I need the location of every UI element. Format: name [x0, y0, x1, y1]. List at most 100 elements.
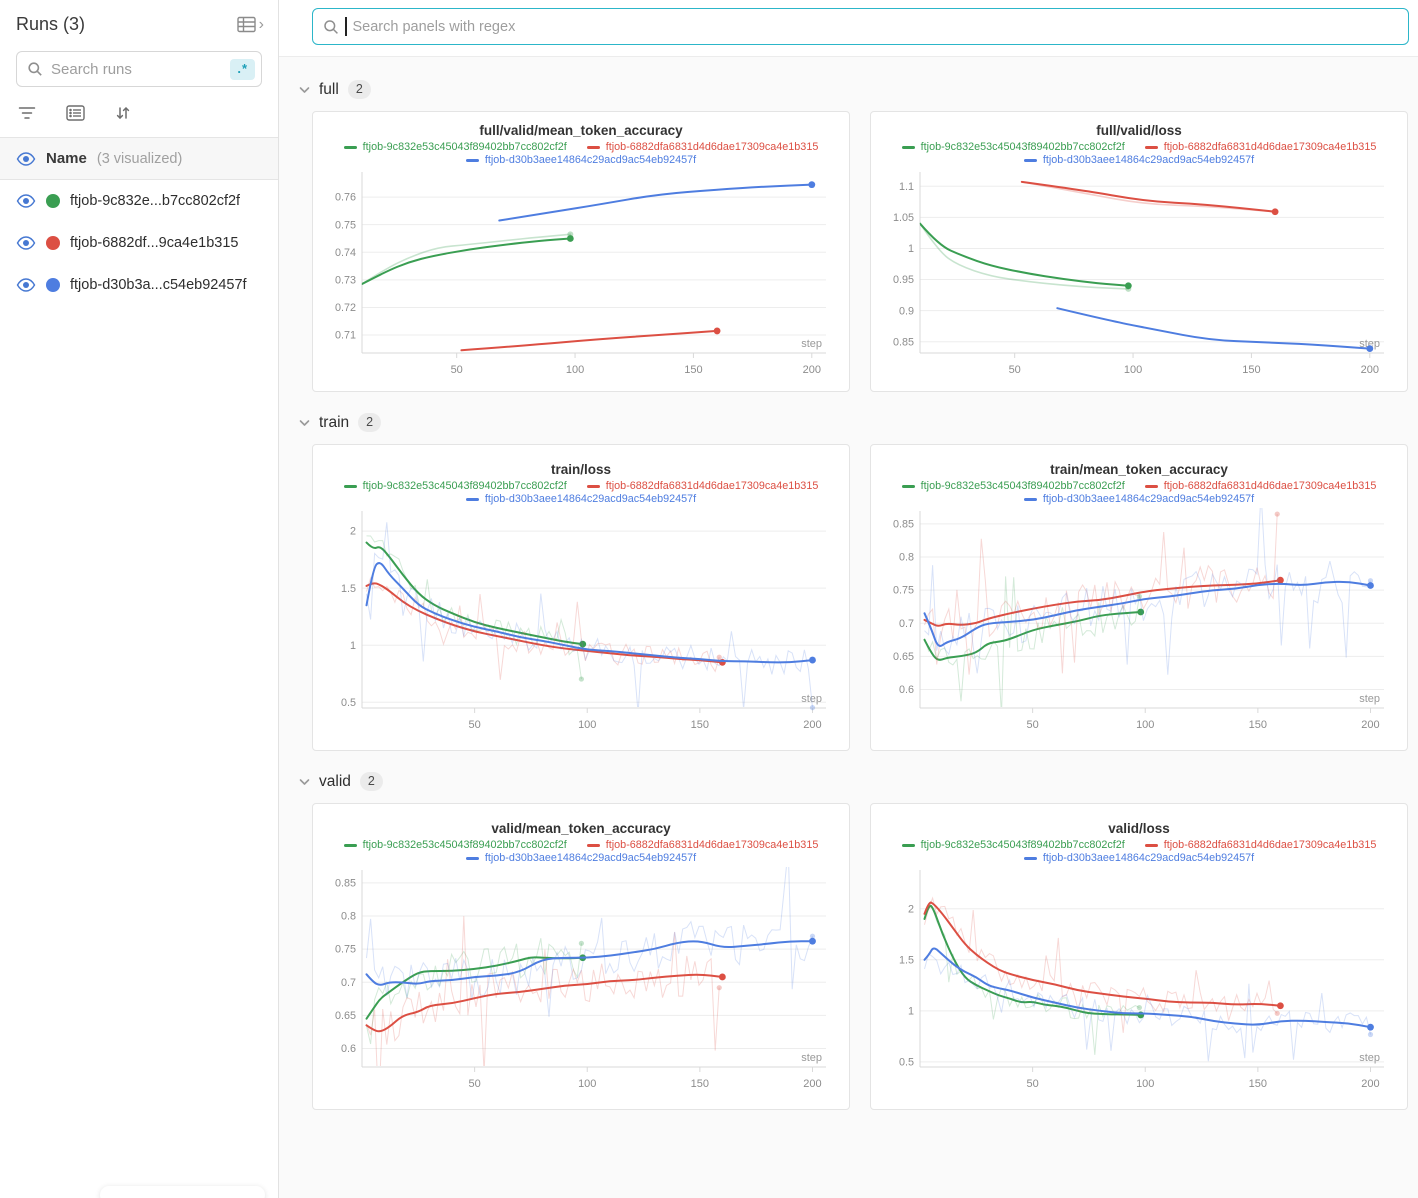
svg-text:200: 200: [1361, 719, 1379, 731]
chart-panel[interactable]: train/loss ftjob-9c832e53c45043f89402bb7…: [312, 444, 850, 751]
chevron-right-icon: ›: [259, 17, 264, 33]
legend-row: ftjob-9c832e53c45043f89402bb7cc802cf2f ft…: [344, 141, 819, 153]
svg-text:100: 100: [578, 1078, 596, 1090]
legend-line-swatch: [902, 485, 915, 488]
svg-text:0.5: 0.5: [899, 1056, 914, 1068]
svg-text:50: 50: [451, 364, 463, 376]
panel-row: train/loss ftjob-9c832e53c45043f89402bb7…: [312, 444, 1410, 751]
legend-item[interactable]: ftjob-9c832e53c45043f89402bb7cc802cf2f: [902, 141, 1125, 153]
legend-run-name: ftjob-9c832e53c45043f89402bb7cc802cf2f: [363, 839, 567, 851]
section-header[interactable]: valid 2: [299, 772, 1410, 791]
legend-line-swatch: [1024, 857, 1037, 860]
legend-item[interactable]: ftjob-6882dfa6831d4d6dae17309ca4e1b315: [587, 839, 819, 851]
name-column-label: Name: [46, 150, 87, 167]
svg-text:0.65: 0.65: [893, 651, 914, 663]
section-name: train: [319, 414, 349, 432]
svg-text:2: 2: [908, 903, 914, 915]
legend-run-name: ftjob-d30b3aee14864c29acd9ac54eb92457f: [1043, 852, 1254, 864]
legend-line-swatch: [466, 857, 479, 860]
legend-run-name: ftjob-9c832e53c45043f89402bb7cc802cf2f: [363, 141, 567, 153]
svg-text:1: 1: [908, 243, 914, 255]
sort-button[interactable]: [115, 105, 131, 121]
chart-legend: ftjob-9c832e53c45043f89402bb7cc802cf2fft…: [324, 839, 838, 864]
legend-item[interactable]: ftjob-9c832e53c45043f89402bb7cc802cf2f: [344, 141, 567, 153]
run-row[interactable]: ftjob-d30b3a...c54eb92457f: [0, 264, 278, 306]
visibility-all-toggle[interactable]: [16, 152, 36, 166]
expand-table-button[interactable]: ›: [237, 16, 264, 34]
legend-row: ftjob-9c832e53c45043f89402bb7cc802cf2f ft…: [344, 480, 819, 492]
search-icon: [27, 61, 43, 77]
legend-item[interactable]: ftjob-9c832e53c45043f89402bb7cc802cf2f: [902, 480, 1125, 492]
chart-panel[interactable]: full/valid/mean_token_accuracy ftjob-9c8…: [312, 111, 850, 392]
svg-text:100: 100: [1136, 719, 1154, 731]
run-row[interactable]: ftjob-9c832e...b7cc802cf2f: [0, 180, 278, 222]
chart-legend: ftjob-9c832e53c45043f89402bb7cc802cf2fft…: [882, 480, 1396, 505]
run-visibility-toggle[interactable]: [16, 194, 36, 208]
legend-line-swatch: [1024, 159, 1037, 162]
columns-button[interactable]: [66, 105, 85, 121]
text-cursor: [345, 17, 347, 36]
regex-toggle-button[interactable]: .*: [230, 59, 255, 80]
svg-text:150: 150: [691, 719, 709, 731]
legend-line-swatch: [466, 159, 479, 162]
chart-panel[interactable]: full/valid/loss ftjob-9c832e53c45043f894…: [870, 111, 1408, 392]
section-name: full: [319, 81, 339, 99]
run-name: ftjob-6882df...9ca4e1b315: [70, 235, 239, 251]
run-visibility-toggle[interactable]: [16, 278, 36, 292]
legend-item[interactable]: ftjob-d30b3aee14864c29acd9ac54eb92457f: [466, 852, 696, 864]
chart-panel[interactable]: train/mean_token_accuracy ftjob-9c832e53…: [870, 444, 1408, 751]
legend-item[interactable]: ftjob-6882dfa6831d4d6dae17309ca4e1b315: [1145, 839, 1377, 851]
chart-panel[interactable]: valid/mean_token_accuracy ftjob-9c832e53…: [312, 803, 850, 1110]
name-column-header[interactable]: Name (3 visualized): [0, 137, 278, 180]
legend-item[interactable]: ftjob-d30b3aee14864c29acd9ac54eb92457f: [466, 154, 696, 166]
svg-text:0.72: 0.72: [335, 302, 356, 314]
run-color-dot: [46, 236, 60, 250]
legend-item[interactable]: ftjob-9c832e53c45043f89402bb7cc802cf2f: [344, 480, 567, 492]
run-row[interactable]: ftjob-6882df...9ca4e1b315: [0, 222, 278, 264]
svg-text:150: 150: [1249, 1078, 1267, 1090]
visualized-count: (3 visualized): [97, 151, 182, 167]
svg-text:2: 2: [350, 526, 356, 538]
svg-text:0.9: 0.9: [899, 305, 914, 317]
chart-svg: 0.511.5250100150200step: [324, 507, 838, 735]
filter-button[interactable]: [18, 106, 36, 120]
legend-item[interactable]: ftjob-9c832e53c45043f89402bb7cc802cf2f: [902, 839, 1125, 851]
run-color-dot: [46, 194, 60, 208]
chart-panel[interactable]: valid/loss ftjob-9c832e53c45043f89402bb7…: [870, 803, 1408, 1110]
legend-run-name: ftjob-6882dfa6831d4d6dae17309ca4e1b315: [1164, 141, 1377, 153]
legend-item[interactable]: ftjob-d30b3aee14864c29acd9ac54eb92457f: [1024, 154, 1254, 166]
legend-item[interactable]: ftjob-6882dfa6831d4d6dae17309ca4e1b315: [1145, 141, 1377, 153]
legend-run-name: ftjob-9c832e53c45043f89402bb7cc802cf2f: [921, 839, 1125, 851]
svg-text:0.95: 0.95: [893, 274, 914, 286]
run-visibility-toggle[interactable]: [16, 236, 36, 250]
svg-text:150: 150: [1242, 364, 1260, 376]
svg-text:0.7: 0.7: [899, 618, 914, 630]
main-panel-area: full 2 full/valid/mean_token_accuracy ft…: [279, 0, 1418, 1198]
svg-text:50: 50: [468, 1078, 480, 1090]
legend-item[interactable]: ftjob-6882dfa6831d4d6dae17309ca4e1b315: [587, 480, 819, 492]
legend-item[interactable]: ftjob-6882dfa6831d4d6dae17309ca4e1b315: [587, 141, 819, 153]
section-header[interactable]: full 2: [299, 80, 1410, 99]
legend-item[interactable]: ftjob-d30b3aee14864c29acd9ac54eb92457f: [1024, 852, 1254, 864]
legend-line-swatch: [344, 844, 357, 847]
runs-search-input[interactable]: [51, 61, 222, 78]
svg-text:1.5: 1.5: [341, 583, 356, 595]
list-icon: [66, 105, 85, 121]
svg-text:100: 100: [578, 719, 596, 731]
panels-search-input[interactable]: [353, 19, 1399, 35]
section-header[interactable]: train 2: [299, 413, 1410, 432]
svg-text:0.5: 0.5: [341, 697, 356, 709]
section-count-badge: 2: [348, 80, 371, 99]
chart-title: full/valid/mean_token_accuracy: [324, 123, 838, 138]
legend-item[interactable]: ftjob-6882dfa6831d4d6dae17309ca4e1b315: [1145, 480, 1377, 492]
svg-text:0.85: 0.85: [335, 878, 356, 890]
legend-item[interactable]: ftjob-d30b3aee14864c29acd9ac54eb92457f: [1024, 493, 1254, 505]
legend-run-name: ftjob-d30b3aee14864c29acd9ac54eb92457f: [1043, 154, 1254, 166]
bottom-popup: [100, 1186, 265, 1198]
legend-item[interactable]: ftjob-d30b3aee14864c29acd9ac54eb92457f: [466, 493, 696, 505]
chart-svg: 0.710.720.730.740.750.7650100150200step: [324, 168, 838, 380]
runs-search-box: .*: [16, 51, 262, 87]
legend-run-name: ftjob-6882dfa6831d4d6dae17309ca4e1b315: [606, 480, 819, 492]
chart-title: valid/loss: [882, 821, 1396, 836]
legend-item[interactable]: ftjob-9c832e53c45043f89402bb7cc802cf2f: [344, 839, 567, 851]
